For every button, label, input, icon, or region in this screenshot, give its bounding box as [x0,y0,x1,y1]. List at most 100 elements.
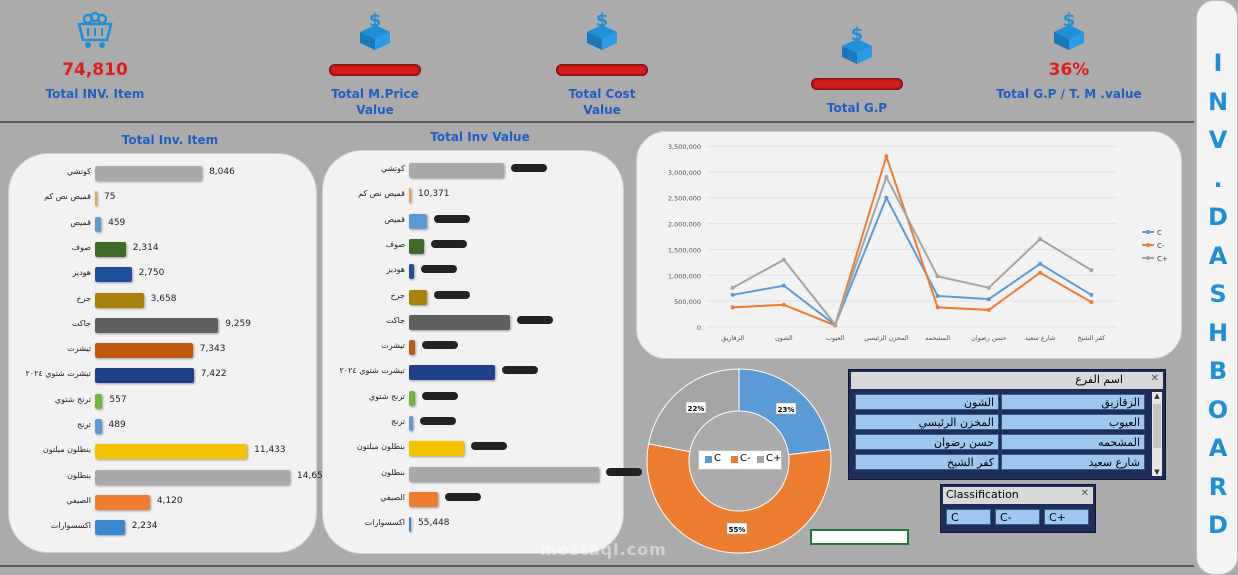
bar-value-label [434,214,471,226]
bar-row: قميص نص كم 75 [9,189,316,207]
data-point [935,305,940,310]
bar-value-label: 2,314 [132,242,159,253]
branch-slicer-item[interactable]: المشحمه [1001,434,1145,450]
bar-value-label: 4,120 [156,495,183,506]
bar-row: صوف 2,314 [9,240,316,258]
data-point [730,305,735,310]
series-line-C+ [732,174,1092,327]
bar-value-label [422,341,459,352]
branch-slicer: اسم الفرع ✕ الزقازيق الشون العيوب المخزن ال… [848,369,1166,480]
bar-value-label [606,467,642,479]
bar-row: هوديز 2,750 [9,265,316,283]
donut-legend: C C- C+ [698,450,782,470]
svg-text:$: $ [1063,10,1076,31]
bar [95,393,103,409]
classification-slicer-item[interactable]: C [946,509,991,525]
clear-filter-icon[interactable]: ✕ [1150,373,1159,384]
bar-value-label [511,164,547,175]
bar-category-label: كوتشي [67,167,91,176]
svg-text:$: $ [369,10,382,31]
classification-slicer-item[interactable]: C- [995,509,1040,525]
bar-row: تيشرت [323,338,623,356]
bar-category-label: بنطلون ميلتون [356,442,405,452]
bar-category-label: بنطلون ميلتون [42,445,91,455]
selected-cell[interactable] [810,529,909,545]
bar-category-label: اكسسوارات [364,518,405,528]
branch-slicer-item[interactable]: العيوب [1001,414,1145,430]
bar-value-label [470,442,507,453]
bar-value-label: 10,371 [418,189,450,200]
bar [95,317,219,333]
bar-category-label: قميص [70,217,91,227]
bar [409,289,428,305]
scroll-down-icon[interactable]: ▼ [1154,468,1160,476]
branch-line-chart: 3,500,000 3,000,000 2,500,000 2,000,000 1,50… [668,143,1168,342]
redacted-value [329,64,421,76]
bar-value-label [434,290,471,302]
bar [95,216,102,232]
bar-category-label: ترنج [76,420,91,429]
branch-slicer-item[interactable]: حسن رضوان [855,434,999,450]
x-tick-label: حسن رضوان [971,334,1006,342]
legend-marker [1146,256,1150,260]
scroll-up-icon[interactable]: ▲ [1154,392,1160,400]
bar [409,365,495,381]
data-point [781,283,786,288]
x-tick-label: المشحمه [925,334,950,342]
legend-swatch [757,456,764,463]
clear-filter-icon[interactable]: ✕ [1080,488,1089,499]
bar-category-label: هوديز [386,265,405,275]
branch-slicer-item[interactable]: شارع سعيد [1001,454,1145,470]
dollar-box-icon: $ [1054,10,1084,50]
kpi-card: $ Total Cost Value [517,10,687,118]
dollar-box-icon: $ [360,10,390,50]
classification-slicer-item[interactable]: C+ [1044,509,1089,525]
bar-category-label: بنطلون [67,470,91,480]
legend-entry: C+ [1157,255,1168,263]
branch-slicer-item[interactable]: الشون [855,394,999,410]
branch-slicer-scrollbar[interactable]: ▲ ▼ [1152,392,1162,476]
bar-row: اكسسوارات 2,234 [9,518,316,536]
bar-value-label: 459 [108,217,126,228]
sidebar-letter: R [1208,472,1228,501]
sidebar-letter: B [1208,357,1228,385]
classification-slicer-title: Classification [946,488,1019,501]
bar-value-label: 3,658 [150,293,177,304]
bar-value-label [517,315,554,327]
items-chart-title: Total Inv. Item [121,133,219,147]
bar-value-label [421,265,458,276]
data-point [1089,292,1094,297]
header-divider [0,121,1194,123]
bar-value-label: 489 [108,420,126,430]
bar-category-label: جرخ [390,290,405,300]
bar [409,340,416,356]
bar-category-label: الصيفي [380,492,405,502]
bar-category-label: جرخ [76,293,91,303]
branch-slicer-item[interactable]: كفر الشيخ [855,454,999,470]
y-tick-label: 1,500,000 [668,246,701,254]
bar [409,238,425,254]
data-point [986,307,991,312]
y-tick-label: 2,000,000 [668,221,701,229]
scrollbar-thumb[interactable] [1153,404,1161,448]
slice-label-box [685,401,707,414]
line-chart-panel: 3,500,000 3,000,000 2,500,000 2,000,000 1,50… [636,131,1182,359]
items-chart-panel: كوتشي 8,046 قميص نص كم 75 قميص 459 صوف 2,314 هود… [8,153,329,553]
bar-row: جرخ [323,288,623,306]
bar [409,314,511,330]
bar-row: قميص 459 [9,215,316,233]
kpi-label: Total INV. Item [45,87,145,101]
svg-text:$: $ [851,24,864,45]
bar [409,517,412,533]
bar-value-label: 2,750 [138,268,165,279]
kpi-label: Total G.P [826,101,888,115]
branch-slicer-item[interactable]: الزقازيق [1001,394,1145,410]
bar-row: ترنج شتوي 557 [9,392,316,410]
slice-label-box [726,522,748,535]
branch-slicer-item[interactable]: المخزن الرئيسي [855,414,999,430]
bar-category-label: قميص نص كم [44,192,91,202]
slice-label-box [775,402,797,415]
x-tick-label: شارع سعيد [1025,334,1055,342]
x-tick-label: الزقازيق [721,334,744,342]
y-tick-label: 500,000 [674,298,701,306]
